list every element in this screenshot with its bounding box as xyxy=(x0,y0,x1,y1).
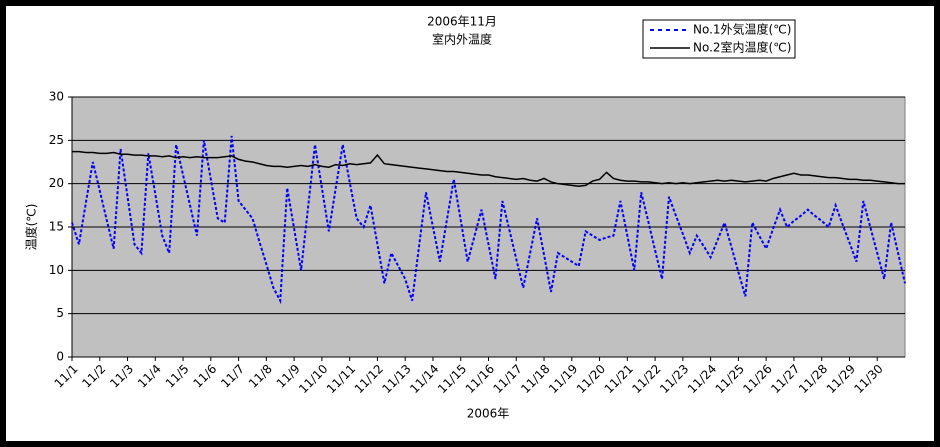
y-tick-label: 5 xyxy=(56,306,64,320)
x-axis-label: 2006年 xyxy=(467,407,510,421)
series-line xyxy=(72,150,905,188)
legend xyxy=(642,19,796,59)
chart-subtitle: 室内外温度 xyxy=(432,32,492,47)
y-tick-label: 15 xyxy=(49,220,64,234)
y-tick-label: 20 xyxy=(49,176,64,190)
legend-label: No.2室内温度(℃) xyxy=(693,40,791,55)
y-tick-label: 30 xyxy=(49,90,64,104)
chart-title: 2006年11月 xyxy=(427,15,497,29)
y-axis-label: 温度(℃) xyxy=(24,204,39,251)
y-tick-label: 25 xyxy=(49,133,64,147)
y-tick-label: 10 xyxy=(49,263,64,277)
series-line xyxy=(71,135,906,305)
y-tick-label: 0 xyxy=(56,350,64,364)
legend-label: No.1外気温度(℃) xyxy=(693,22,791,37)
